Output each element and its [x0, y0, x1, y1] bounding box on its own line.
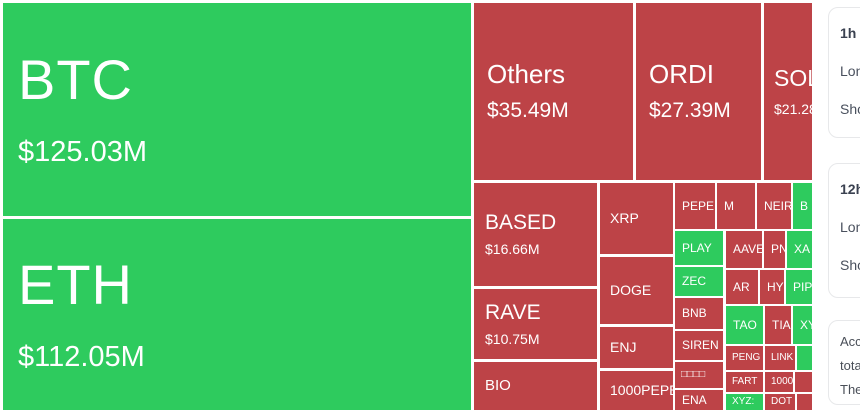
coin-symbol-label: B — [800, 198, 809, 213]
treemap-cell-1000[interactable]: 1000 — [765, 372, 793, 392]
timeframe-title: 1h — [840, 25, 857, 41]
treemap-cell-1000pepe[interactable]: 1000PEPE — [600, 371, 673, 410]
coin-symbol-label: XA — [794, 242, 811, 257]
treemap-cell-pepe[interactable]: PEPE — [675, 183, 715, 229]
coin-symbol-label: XRP — [610, 210, 639, 227]
coin-symbol-label: RAVE — [485, 300, 541, 324]
coin-symbol-label: ZEC — [682, 274, 706, 289]
short-liquidations-label: Short — [840, 101, 860, 117]
treemap-cell-tao[interactable]: TAO — [726, 306, 763, 344]
coin-symbol-label: FART — [732, 375, 758, 387]
coin-symbol-label: M — [724, 198, 734, 213]
coin-symbol-label: PIP — [793, 279, 812, 294]
coin-symbol-label: ETH — [18, 253, 133, 317]
timeframe-title: 12h — [840, 181, 860, 197]
treemap-cell-edge-red-1[interactable] — [795, 372, 812, 392]
treemap-cell-sol[interactable]: SOL $21.28M — [764, 3, 812, 180]
coin-symbol-label: 1000PEPE — [610, 382, 673, 399]
coin-symbol-label: PEPE — [682, 198, 715, 213]
treemap-cell-cjk[interactable]: □□□□ — [675, 362, 723, 388]
treemap-cell-m[interactable]: M — [717, 183, 755, 229]
liquidation-amount-label: $35.49M — [487, 98, 569, 122]
coin-symbol-label: LINK — [771, 351, 794, 363]
coin-symbol-label: DOGE — [610, 282, 652, 299]
note-line: tota — [840, 358, 860, 373]
treemap-cell-ar[interactable]: AR — [726, 270, 758, 304]
long-liquidations-label: Long — [840, 63, 860, 79]
treemap-cell-xyz[interactable]: XYZ: — [726, 394, 763, 410]
coin-symbol-label: PN — [771, 242, 785, 257]
treemap-cell-eth[interactable]: ETH $112.05M — [3, 219, 471, 410]
short-liquidations-label: Short — [840, 257, 860, 273]
treemap-cell-ordi[interactable]: ORDI $27.39M — [636, 3, 761, 180]
coin-symbol-label: DOT — [771, 395, 793, 407]
liquidation-amount-label: $112.05M — [18, 341, 145, 374]
treemap-cell-based[interactable]: BASED $16.66M — [474, 183, 597, 286]
treemap-cell-xy[interactable]: XY — [793, 306, 812, 344]
treemap-cell-fart[interactable]: FART — [726, 372, 763, 392]
treemap-cell-hy[interactable]: HY — [760, 270, 784, 304]
coin-symbol-label: ORDI — [649, 59, 714, 90]
treemap-cell-rave[interactable]: RAVE $10.75M — [474, 289, 597, 359]
coin-symbol-label: XYZ: — [732, 395, 755, 407]
treemap-cell-bio[interactable]: BIO — [474, 362, 597, 410]
treemap-cell-others[interactable]: Others $35.49M — [474, 3, 633, 180]
treemap-cell-doge[interactable]: DOGE — [600, 257, 673, 324]
coin-symbol-label: SIREN — [682, 338, 719, 353]
coin-symbol-label: □□□□ — [681, 368, 706, 380]
liquidation-amount-label: $21.28M — [774, 101, 812, 118]
coin-symbol-label: SOL — [774, 65, 812, 92]
coin-symbol-label: ENA — [682, 392, 707, 407]
coin-symbol-label: AAVE — [733, 242, 762, 257]
treemap-cell-aave[interactable]: AAVE — [726, 231, 762, 268]
treemap-cell-zec[interactable]: ZEC — [675, 267, 723, 296]
note-line: Acc — [840, 334, 860, 349]
coin-symbol-label: NEIRO — [764, 198, 791, 213]
treemap-cell-pip[interactable]: PIP — [786, 270, 812, 304]
stats-card-stats-note: Acc tota The — [828, 320, 860, 405]
liquidation-amount-label: $10.75M — [485, 330, 540, 347]
liquidation-amount-label: $27.39M — [649, 98, 731, 122]
coin-symbol-label: XY — [800, 317, 812, 332]
coin-symbol-label: TAO — [733, 317, 757, 332]
treemap-cell-xa[interactable]: XA — [787, 231, 812, 268]
treemap-cell-peng[interactable]: PENG — [726, 346, 763, 370]
liquidation-amount-label: $125.03M — [18, 136, 147, 169]
treemap-cell-pn[interactable]: PN — [764, 231, 785, 268]
treemap-cell-play[interactable]: PLAY — [675, 231, 723, 265]
note-line: The — [840, 382, 860, 397]
coin-symbol-label: PENG — [732, 351, 761, 363]
treemap-cell-ena[interactable]: ENA — [675, 390, 723, 410]
treemap-cell-edge-green[interactable] — [797, 346, 812, 370]
coin-symbol-label: ENJ — [610, 339, 637, 356]
coin-symbol-label: HY — [767, 279, 784, 294]
treemap-cell-xrp[interactable]: XRP — [600, 183, 673, 254]
long-liquidations-label: Long — [840, 219, 860, 235]
treemap-cell-dot[interactable]: DOT — [765, 394, 795, 410]
coin-symbol-label: BNB — [682, 306, 707, 321]
coin-symbol-label: TIA — [772, 317, 791, 332]
treemap-cell-enj[interactable]: ENJ — [600, 327, 673, 368]
treemap-cell-tia[interactable]: TIA — [765, 306, 791, 344]
treemap-cell-b[interactable]: B — [793, 183, 812, 229]
treemap-cell-neiro[interactable]: NEIRO — [757, 183, 791, 229]
treemap-cell-edge-red-2[interactable] — [797, 394, 812, 410]
coin-symbol-label: BTC — [18, 48, 133, 112]
treemap-cell-link[interactable]: LINK — [765, 346, 795, 370]
liquidation-amount-label: $16.66M — [485, 241, 540, 258]
treemap-cell-siren[interactable]: SIREN — [675, 331, 723, 360]
stats-card-stats-1h: 1h Long Short — [828, 7, 860, 138]
coin-symbol-label: PLAY — [682, 240, 712, 255]
coin-symbol-label: 1000 — [771, 375, 793, 387]
coin-symbol-label: BASED — [485, 211, 557, 235]
coin-symbol-label: Others — [487, 59, 566, 90]
coin-symbol-label: AR — [733, 279, 750, 294]
coin-symbol-label: BIO — [485, 377, 511, 395]
treemap-cell-bnb[interactable]: BNB — [675, 298, 723, 329]
treemap-cell-btc[interactable]: BTC $125.03M — [3, 3, 471, 216]
stats-card-stats-12h: 12h Long Short — [828, 163, 860, 298]
